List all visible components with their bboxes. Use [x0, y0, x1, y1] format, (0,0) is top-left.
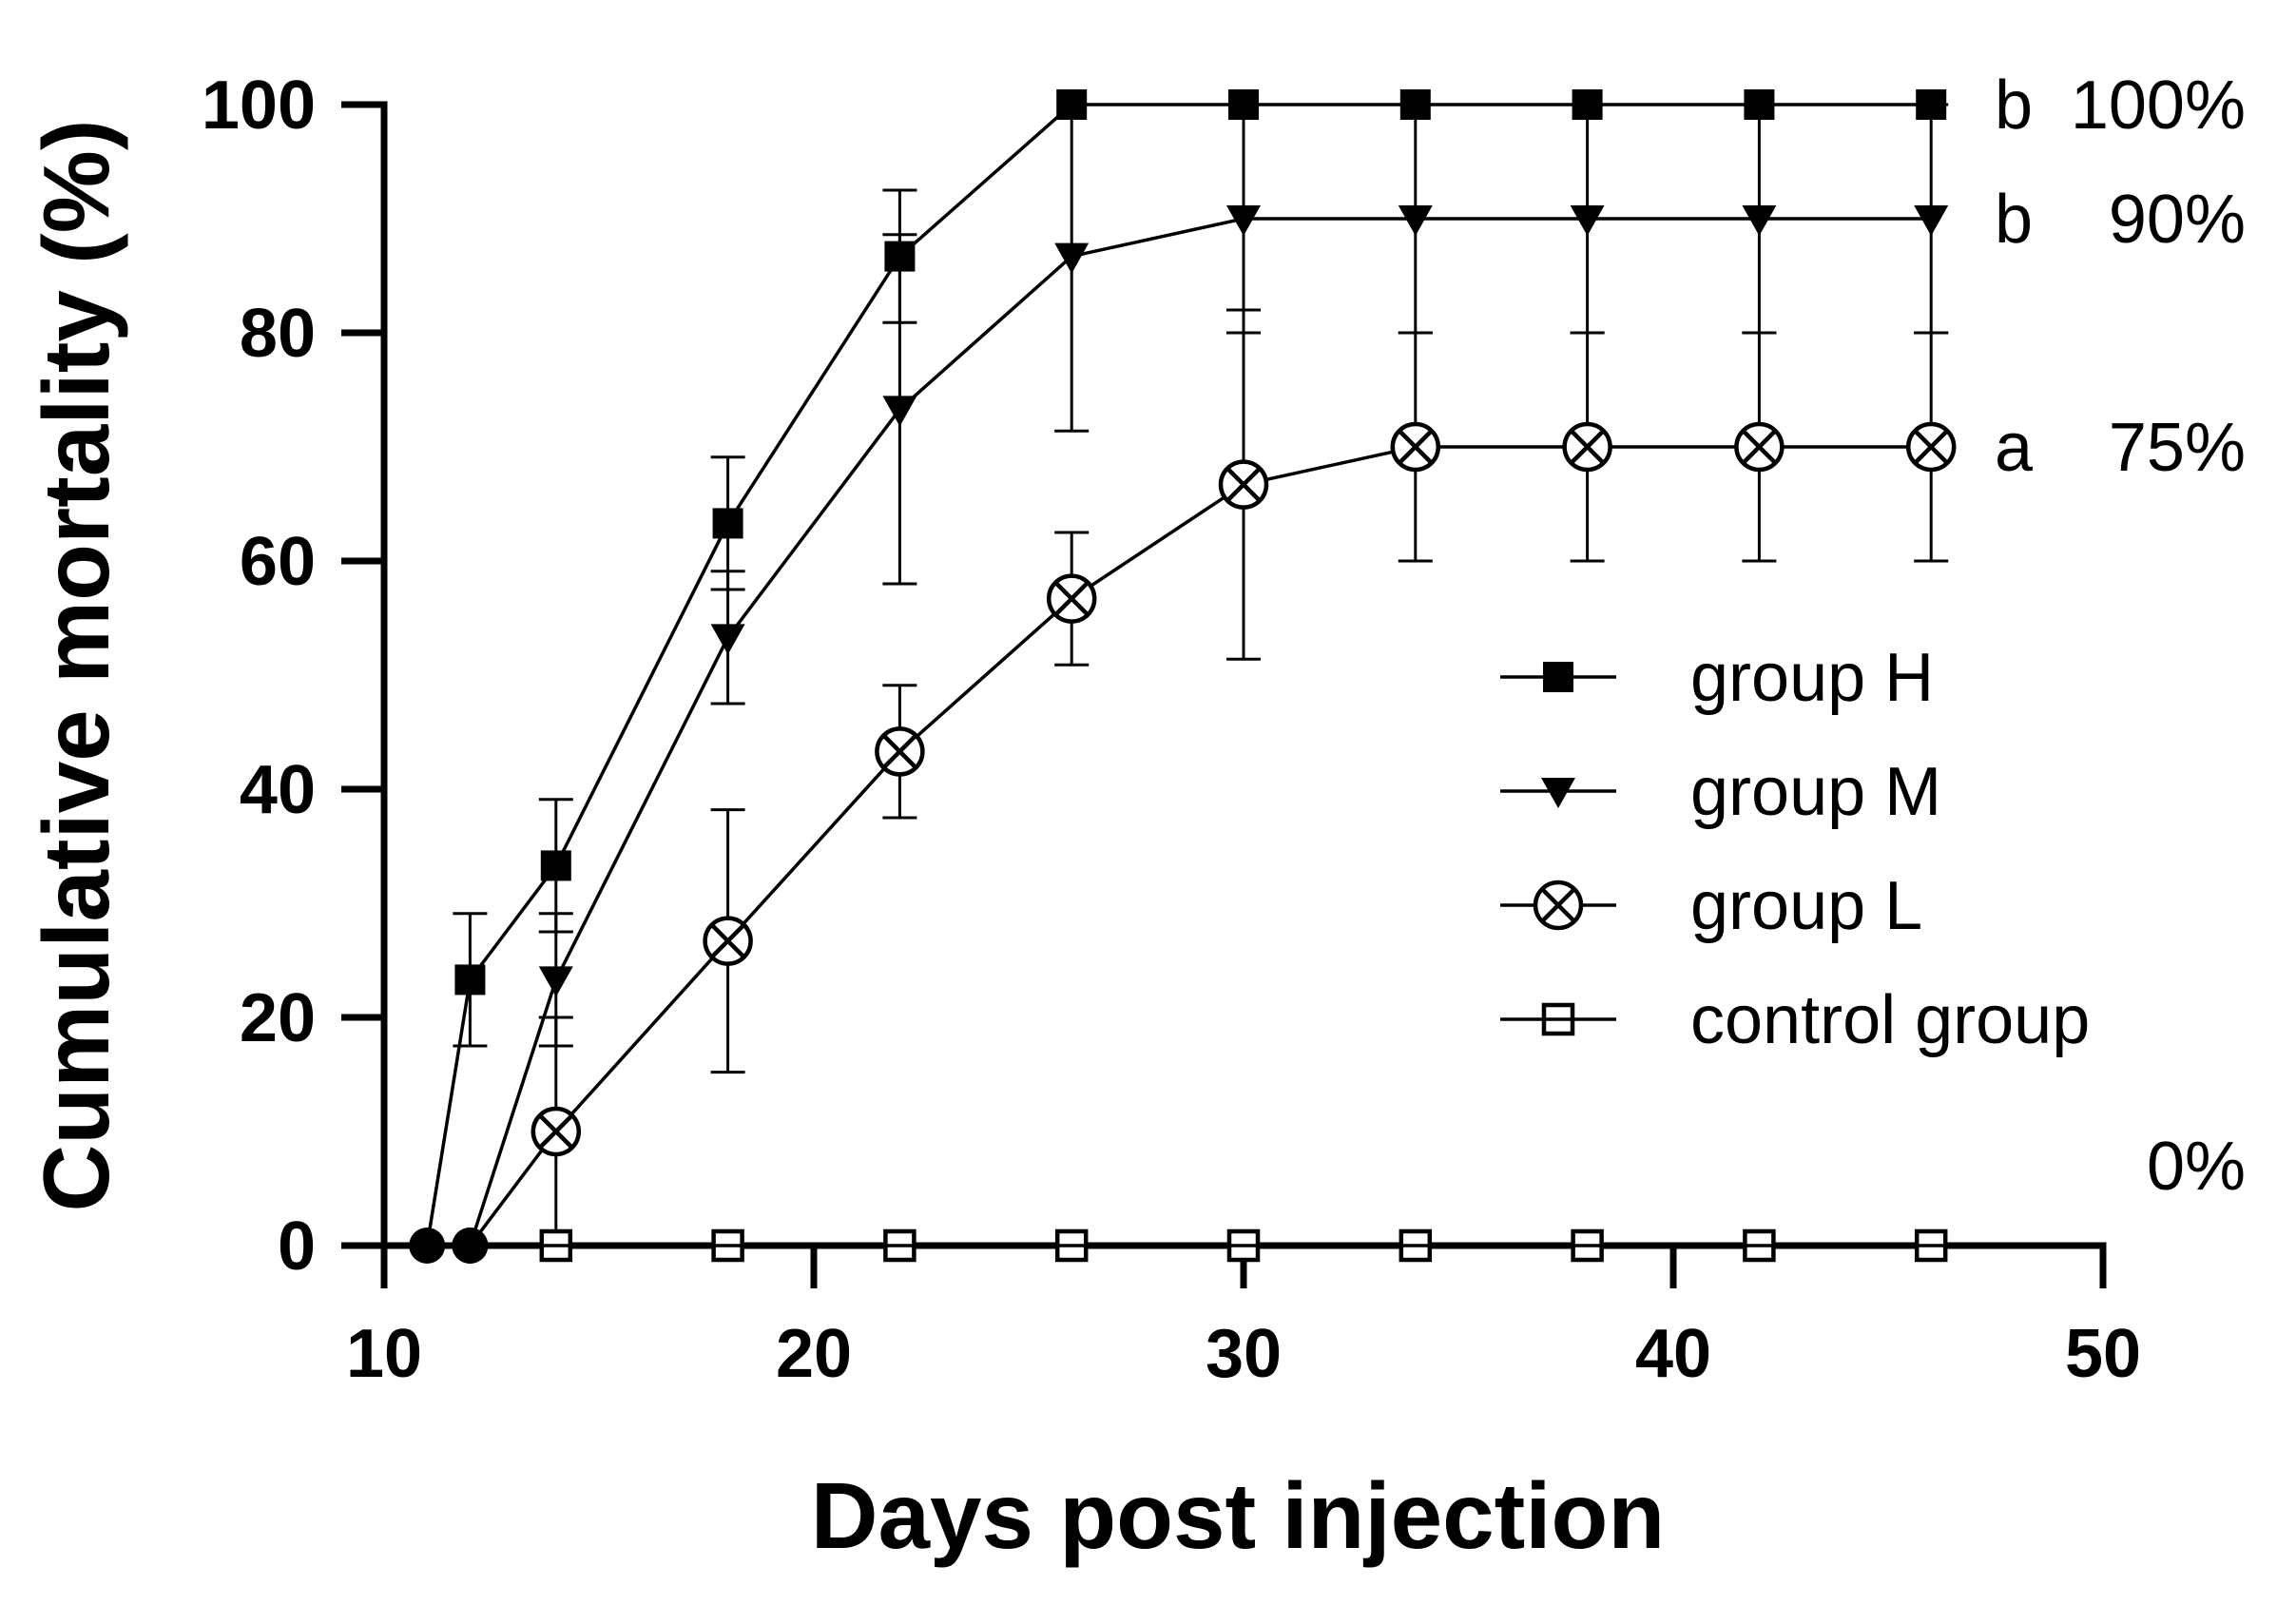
- legend-label-group-l: group L: [1690, 868, 1922, 944]
- point-group-l: [452, 1228, 489, 1264]
- y-tick-label: 60: [240, 524, 316, 600]
- point-control-group: [1054, 1228, 1089, 1263]
- y-tick-label: 0: [278, 1209, 316, 1285]
- legend-marker-control-group: [1541, 1002, 1575, 1036]
- y-tick-label: 40: [240, 752, 316, 828]
- x-tick-label: 50: [2065, 1316, 2141, 1392]
- legend-item-group-h: group H: [1500, 640, 1934, 716]
- axes-layer: 10 20 30 40 50 0 20 40 60 80 100: [202, 68, 2141, 1392]
- point-group-l: [1218, 459, 1269, 510]
- point-group-l: [1562, 421, 1612, 473]
- x-tick-label: 40: [1635, 1316, 1711, 1392]
- legend: group H group M group L control group: [1500, 640, 2090, 1058]
- significance-letter: b: [1995, 68, 2033, 144]
- point-group-l-cross-b: [1054, 582, 1089, 616]
- point-control-group: [711, 1228, 744, 1263]
- point-group-l-cross-b: [711, 924, 745, 958]
- point-group-m: [1054, 242, 1090, 274]
- legend-label-group-h: group H: [1690, 640, 1934, 716]
- y-tick-label: 80: [240, 296, 316, 372]
- annotations-layer: b 100% b 90% a 75% 0%: [1995, 68, 2246, 1205]
- y-tick-label: 100: [202, 68, 316, 144]
- point-group-l-cross-b: [1914, 430, 1948, 464]
- series-line-group-m: [468, 217, 1932, 1247]
- legend-marker-group-l: [1533, 880, 1584, 931]
- point-group-m: [882, 396, 917, 427]
- point-control-group: [1914, 1228, 1948, 1263]
- point-group-h: [409, 1228, 446, 1264]
- series-group-l: [452, 308, 1957, 1264]
- significance-letter: b: [1995, 182, 2033, 258]
- final-mortality-label: 75%: [2109, 410, 2246, 486]
- point-group-m: [1226, 205, 1261, 236]
- y-tick-label: 20: [240, 980, 316, 1056]
- point-group-l: [531, 1106, 582, 1157]
- point-group-l: [1046, 573, 1097, 624]
- y-axis-title: Cumulative mortality (%): [24, 120, 128, 1212]
- point-group-m: [1398, 205, 1433, 236]
- x-tick-label: 20: [776, 1316, 852, 1392]
- legend-item-group-m: group M: [1500, 754, 1941, 830]
- point-control-group: [1571, 1228, 1604, 1263]
- point-group-l: [1390, 421, 1441, 473]
- point-group-h: [454, 964, 486, 996]
- series-line-group-l: [469, 445, 1932, 1247]
- point-group-l-cross-b: [1571, 430, 1605, 464]
- legend-marker-group-m: [1541, 778, 1575, 808]
- series-control-group: [539, 1228, 1948, 1263]
- point-group-h: [712, 508, 743, 539]
- final-mortality-label: 100%: [2071, 68, 2246, 144]
- x-tick-label: 30: [1206, 1316, 1282, 1392]
- legend-label-group-m: group M: [1690, 754, 1941, 830]
- point-control-group: [883, 1228, 916, 1263]
- point-group-l-cross-b: [1399, 430, 1433, 464]
- legend-marker-group-l-cross-b: [1541, 888, 1575, 922]
- point-group-m: [538, 966, 573, 997]
- point-group-h: [540, 850, 571, 881]
- point-control-group: [1399, 1228, 1433, 1263]
- point-control-group: [1743, 1228, 1776, 1263]
- point-group-l-cross-b: [539, 1114, 573, 1149]
- point-group-l: [703, 916, 753, 966]
- point-control-group: [539, 1228, 573, 1263]
- legend-marker-group-h: [1543, 662, 1573, 692]
- significance-letter: a: [1995, 410, 2034, 486]
- x-axis-title: Days post injection: [811, 1463, 1666, 1568]
- point-group-l: [1734, 421, 1785, 473]
- point-group-l: [1905, 421, 1957, 473]
- point-group-m: [710, 624, 745, 655]
- final-mortality-label: 90%: [2109, 182, 2246, 258]
- point-group-l-cross-b: [1226, 468, 1261, 502]
- final-mortality-label: 0%: [2147, 1129, 2246, 1205]
- point-control-group: [1226, 1228, 1261, 1263]
- point-group-m: [1742, 205, 1777, 236]
- series-layer: [409, 89, 1957, 1264]
- point-group-m: [1570, 205, 1605, 236]
- point-group-l-cross-b: [1742, 430, 1776, 464]
- point-group-l: [875, 726, 925, 777]
- legend-item-group-l: group L: [1500, 868, 1922, 944]
- legend-item-control-group: control group: [1500, 982, 2090, 1058]
- point-group-m: [1914, 205, 1949, 236]
- x-tick-label: 10: [346, 1316, 422, 1392]
- point-group-l-cross-b: [882, 734, 916, 768]
- legend-label-control-group: control group: [1690, 982, 2090, 1058]
